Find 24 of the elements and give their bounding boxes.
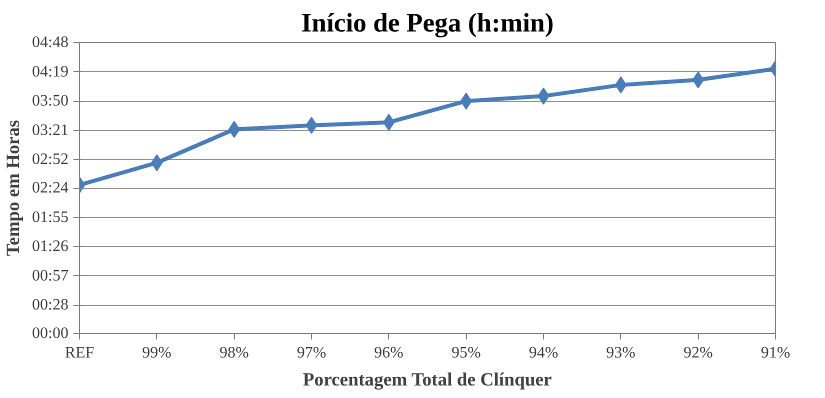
- y-tick-label: 01:26: [32, 238, 69, 256]
- x-tick-label: 97%: [296, 344, 326, 362]
- y-tick-label: 00:00: [32, 325, 69, 342]
- y-axis-title: Tempo em Horas: [3, 120, 24, 256]
- y-tick-label: 04:48: [32, 34, 69, 51]
- x-tick-label: 91%: [760, 344, 790, 362]
- x-tick-label: 99%: [142, 344, 172, 362]
- y-tick-label: 02:24: [32, 180, 69, 196]
- x-tick-label: REF: [64, 344, 94, 362]
- y-tick-label: 04:19: [32, 63, 69, 80]
- x-tick-label: 96%: [374, 344, 404, 362]
- x-tick-label: 94%: [528, 344, 558, 362]
- x-tick-label: 92%: [684, 344, 713, 362]
- x-tick-label: 95%: [452, 344, 481, 362]
- y-tick-label: 01:55: [32, 208, 69, 226]
- y-tick-label: 00:57: [32, 267, 69, 284]
- y-tick-label: 03:50: [32, 92, 69, 110]
- x-axis-title: Porcentagem Total de Clínquer: [302, 370, 552, 390]
- x-tick-label: 98%: [220, 344, 249, 362]
- y-tick-label: 00:28: [32, 296, 69, 314]
- chart-title: Início de Pega (h:min): [301, 8, 554, 38]
- y-tick-label: 03:21: [32, 122, 69, 139]
- y-tick-label: 02:52: [32, 151, 69, 168]
- x-tick-label: 93%: [606, 344, 636, 362]
